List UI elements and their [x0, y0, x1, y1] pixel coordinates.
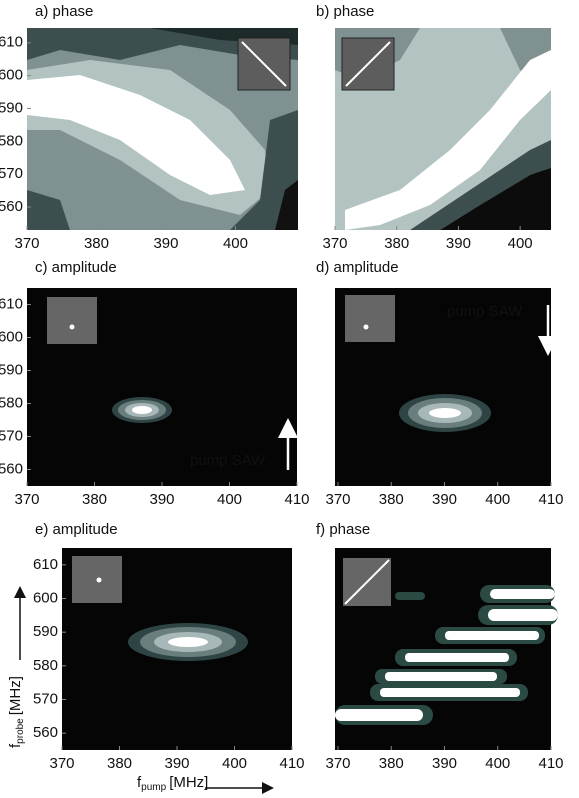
y-tick-label: 580 [0, 394, 23, 411]
x-tick-label: 370 [14, 491, 39, 508]
y-tick-label: 560 [0, 460, 23, 477]
y-axis-label-unit: [MHz] [7, 676, 24, 715]
y-tick-label: 560 [0, 198, 23, 215]
y-tick-label: 600 [0, 67, 23, 84]
y-tick-label: 570 [0, 165, 23, 182]
x-tick-label: 370 [325, 755, 350, 772]
panel-e-field [14, 548, 292, 794]
x-tick-label: 380 [107, 755, 132, 772]
y-tick-label: 610 [33, 556, 58, 573]
y-tick-label: 560 [33, 724, 58, 741]
x-tick-label: 390 [164, 755, 189, 772]
panel-title: a) phase [35, 3, 93, 20]
x-tick-label: 370 [322, 235, 347, 252]
panel-title: b) phase [316, 3, 374, 20]
x-tick-label: 400 [485, 491, 510, 508]
panel-f-field [335, 548, 558, 750]
y-tick-label: 580 [33, 657, 58, 674]
x-tick-label: 370 [49, 755, 74, 772]
y-tick-label: 590 [0, 361, 23, 378]
panel-d-field [335, 288, 558, 486]
y-tick-label: 610 [0, 34, 23, 51]
x-tick-label: 370 [325, 491, 350, 508]
y-tick-label: 610 [0, 295, 23, 312]
x-axis-label-symbol: f [137, 774, 142, 791]
panel-a-field [27, 28, 298, 230]
annotation: pump SAW [447, 303, 523, 320]
x-tick-label: 400 [485, 755, 510, 772]
y-tick-label: 580 [0, 132, 23, 149]
x-axis-label-sub: pump [141, 782, 166, 793]
y-tick-label: 590 [0, 99, 23, 116]
panel-title: e) amplitude [35, 521, 118, 538]
x-tick-label: 390 [432, 755, 457, 772]
x-axis-label: fpump [MHz] [137, 774, 208, 793]
x-tick-label: 390 [446, 235, 471, 252]
x-tick-label: 380 [379, 491, 404, 508]
panel-b-field [335, 28, 551, 230]
x-tick-label: 380 [384, 235, 409, 252]
panel-title: d) amplitude [316, 259, 399, 276]
x-tick-label: 400 [217, 491, 242, 508]
x-tick-label: 400 [508, 235, 533, 252]
x-tick-label: 410 [538, 491, 563, 508]
x-tick-label: 390 [153, 235, 178, 252]
x-tick-label: 410 [284, 491, 309, 508]
x-tick-label: 370 [14, 235, 39, 252]
x-tick-label: 410 [538, 755, 563, 772]
x-tick-label: 380 [82, 491, 107, 508]
x-tick-label: 380 [84, 235, 109, 252]
x-tick-label: 400 [222, 755, 247, 772]
x-axis-label-unit: [MHz] [169, 774, 208, 791]
x-tick-label: 390 [149, 491, 174, 508]
x-tick-label: 400 [223, 235, 248, 252]
x-tick-label: 410 [279, 755, 304, 772]
panel-title: c) amplitude [35, 259, 117, 276]
y-tick-label: 600 [33, 589, 58, 606]
annotation: pump SAW [190, 452, 266, 469]
y-tick-label: 570 [0, 427, 23, 444]
x-tick-label: 380 [379, 755, 404, 772]
y-axis-label-symbol: f [7, 743, 24, 748]
y-tick-label: 600 [0, 328, 23, 345]
panel-title: f) phase [316, 521, 370, 538]
y-axis-label-sub: probe [15, 718, 26, 744]
x-tick-label: 390 [432, 491, 457, 508]
y-tick-label: 570 [33, 690, 58, 707]
y-tick-label: 590 [33, 623, 58, 640]
panel-c-field [27, 288, 298, 486]
y-axis-label: fprobe [MHz] [7, 676, 26, 748]
